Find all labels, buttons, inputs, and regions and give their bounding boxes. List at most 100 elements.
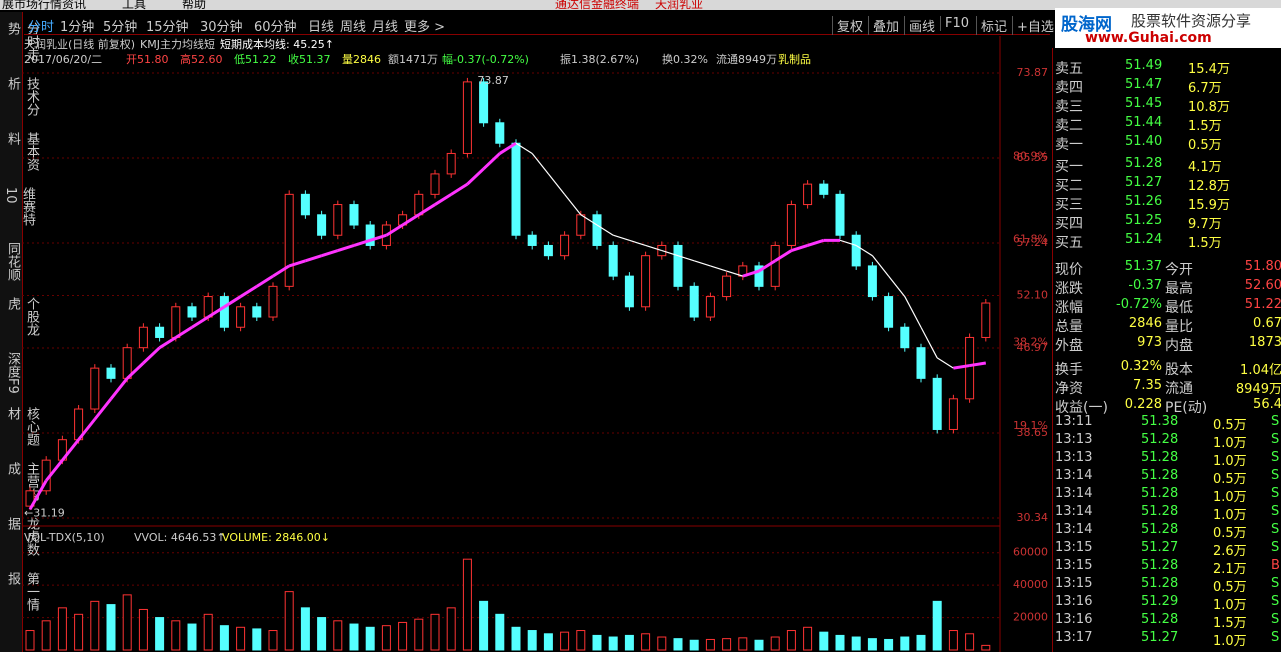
tick-side: S — [1271, 630, 1280, 645]
low-label: ←31.19 — [24, 506, 65, 519]
ma-line — [710, 265, 727, 272]
period-tab[interactable]: 15分钟 — [146, 20, 189, 35]
period-tab[interactable]: 1分钟 — [60, 20, 95, 35]
tick-time: 13:15 — [1055, 558, 1093, 573]
period-tab[interactable]: 周线 — [340, 20, 367, 35]
fib-label: 61.8% — [1013, 233, 1048, 246]
ma-line — [61, 438, 80, 462]
period-tab[interactable]: 5分钟 — [103, 20, 138, 35]
volume-bar — [90, 600, 100, 651]
candle — [932, 377, 942, 430]
ma-line — [629, 239, 646, 247]
ma-line — [142, 346, 161, 365]
period-tab[interactable]: 月线 — [372, 20, 399, 35]
book-label: 买一 — [1055, 159, 1083, 175]
ma-line — [790, 244, 809, 253]
volume-bar — [835, 634, 845, 651]
stat-value: 52.60 — [1244, 278, 1281, 293]
tick-price: 51.27 — [1141, 540, 1179, 555]
tick-time: 13:11 — [1055, 414, 1093, 429]
tick-price: 51.28 — [1141, 576, 1179, 591]
candle — [705, 296, 715, 318]
tool-button[interactable]: 标记 — [976, 16, 1007, 35]
book-label: 买二 — [1055, 178, 1083, 194]
ma-line — [385, 223, 404, 237]
book-price: 51.47 — [1125, 77, 1163, 92]
stat-value: 51.37 — [1124, 259, 1162, 274]
volume-title: VOL-TDX(5,10) — [24, 531, 105, 544]
book-volume: 12.8万 — [1188, 179, 1230, 194]
tick-side: S — [1271, 468, 1280, 483]
ma-line — [969, 361, 987, 368]
candle — [155, 326, 165, 338]
ma-line — [580, 214, 598, 226]
y-tick-label: 30.34 — [1017, 511, 1049, 524]
ma-line — [547, 173, 566, 195]
period-tab[interactable]: 30分钟 — [200, 20, 243, 35]
stat-label: 流通 — [1165, 381, 1193, 397]
volume-bar — [527, 630, 537, 651]
book-volume: 1.5万 — [1188, 236, 1222, 251]
menu-item: 工具 — [122, 0, 147, 10]
period-tab[interactable]: 60分钟 — [254, 20, 297, 35]
tool-button[interactable]: 叠加 — [868, 16, 899, 35]
ma-line — [904, 296, 922, 328]
tick-volume: 1.0万 — [1213, 634, 1247, 649]
period-tab[interactable]: 日线 — [308, 20, 335, 35]
ma-line — [288, 259, 306, 268]
tick-time: 13:15 — [1055, 540, 1093, 555]
period-tab[interactable]: 更多 > — [404, 20, 446, 35]
tool-button[interactable]: 复权 — [832, 16, 863, 35]
tick-side: S — [1271, 612, 1280, 627]
book-label: 卖三 — [1055, 99, 1083, 115]
tool-button[interactable]: 画线 — [904, 16, 935, 35]
tick-volume: 0.5万 — [1213, 472, 1247, 487]
volume-bar — [479, 600, 489, 651]
ma-line — [174, 325, 193, 339]
candle — [462, 81, 472, 154]
tool-button[interactable]: F10 — [940, 16, 969, 31]
tick-volume: 1.0万 — [1213, 436, 1247, 451]
volume-bar — [74, 613, 84, 651]
book-volume: 15.9万 — [1188, 198, 1230, 213]
volume-bar — [41, 620, 51, 651]
volume-bar — [884, 638, 894, 651]
ma-line — [498, 141, 517, 155]
book-volume: 9.7万 — [1188, 217, 1222, 232]
tool-button[interactable]: +自选 — [1012, 16, 1054, 35]
tick-time: 13:14 — [1055, 468, 1093, 483]
stat-label: 现价 — [1055, 262, 1083, 278]
ma-line — [223, 295, 242, 309]
book-label: 卖五 — [1055, 61, 1083, 77]
candle — [511, 142, 521, 236]
y-tick-label: 65.55 — [1017, 151, 1049, 164]
volume-bar — [155, 617, 165, 651]
volume-bar — [317, 617, 327, 651]
candle — [252, 306, 262, 318]
tick-price: 51.28 — [1141, 432, 1179, 447]
candle — [349, 204, 359, 226]
side-tab: 基本资料 — [5, 132, 39, 171]
stat-value: 51.80 — [1244, 259, 1281, 274]
candle — [835, 193, 845, 236]
volume-bar — [462, 558, 472, 651]
high-label: 73.87 — [477, 74, 509, 87]
volume-bar — [641, 633, 651, 651]
tick-side: S — [1271, 576, 1280, 591]
period-tab[interactable]: 分时 — [28, 20, 55, 35]
book-price: 51.49 — [1125, 58, 1163, 73]
y-tick-label: 46.97 — [1017, 341, 1049, 354]
period-bar: 分时 1分钟 5分钟 15分钟 30分钟 60分钟 日线 周线 月线 更多 > 复权 叠加 画线 F10 标… — [24, 14, 1054, 35]
tick-volume: 1.0万 — [1213, 490, 1247, 505]
info-text: 2017/06/20/二 — [24, 53, 102, 66]
tick-side: S — [1271, 522, 1280, 537]
volume-bar — [948, 630, 958, 651]
candle — [171, 306, 181, 338]
candle — [446, 152, 456, 175]
tick-time: 13:14 — [1055, 504, 1093, 519]
volume-bar — [122, 594, 132, 651]
tick-side: S — [1271, 414, 1280, 429]
candle — [948, 398, 958, 430]
candle — [965, 336, 975, 400]
ma-line — [207, 305, 226, 319]
